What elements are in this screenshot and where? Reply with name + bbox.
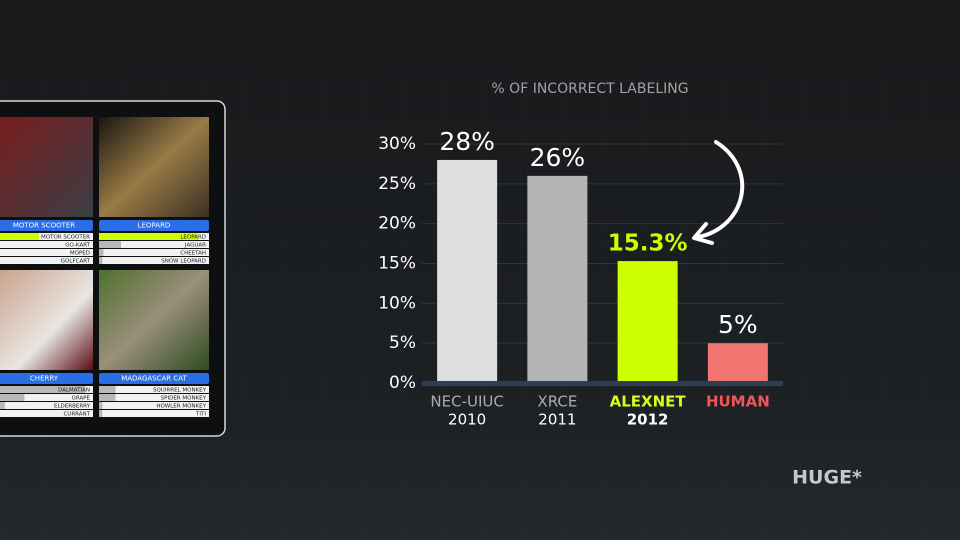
guess-bg bbox=[99, 410, 209, 417]
guess-score bbox=[99, 233, 198, 240]
y-tick-label: 30% bbox=[378, 134, 416, 154]
guess-name: MOTOR SCOOTER bbox=[41, 234, 90, 240]
guess-bg bbox=[0, 394, 93, 401]
x-tick-label: NEC-UIUC bbox=[430, 393, 503, 411]
guess-name: MOPED bbox=[70, 250, 90, 256]
x-tick-label: HUMAN bbox=[706, 393, 770, 411]
guess-score bbox=[0, 394, 25, 401]
guess-name: GOLFCART bbox=[61, 258, 91, 264]
guess-bg bbox=[99, 386, 209, 393]
guess-bg bbox=[99, 394, 209, 401]
guess-score bbox=[99, 249, 104, 256]
y-tick-label: 20% bbox=[378, 214, 416, 234]
bar bbox=[617, 261, 678, 383]
guess-score bbox=[99, 257, 103, 264]
tiles: MOTOR SCOOTER MOTOR SCOOTER GO-KART MOPED GO… bbox=[0, 117, 209, 417]
guess-score bbox=[0, 402, 5, 409]
value-label: 15.3% bbox=[608, 231, 688, 257]
guess-name: CURRANT bbox=[63, 411, 90, 417]
guess-name: JAGUAR bbox=[184, 242, 206, 248]
guess-score bbox=[99, 394, 116, 401]
value-label: 5% bbox=[718, 310, 758, 339]
tile-label-bg bbox=[99, 373, 209, 384]
guess-bg bbox=[0, 257, 93, 264]
guess-score bbox=[99, 386, 116, 393]
guess-name: HOWLER MONKEY bbox=[156, 403, 206, 409]
guess-name: SPIDER MONKEY bbox=[161, 395, 207, 401]
guess-bg bbox=[99, 402, 209, 409]
tile-label: LEOPARD bbox=[138, 222, 171, 230]
guess-score bbox=[99, 241, 121, 248]
arrow bbox=[696, 140, 745, 239]
bar bbox=[707, 343, 768, 383]
x-axis bbox=[422, 381, 783, 386]
value-label: 28% bbox=[439, 127, 495, 156]
guess-bg bbox=[0, 233, 93, 240]
guess-bg bbox=[99, 257, 209, 264]
guess-bg bbox=[99, 249, 209, 256]
guess-name: CHEETAH bbox=[180, 250, 206, 256]
guess-name: ELDERBERRY bbox=[54, 403, 91, 409]
guess-bg bbox=[0, 241, 93, 248]
tile-image bbox=[99, 270, 209, 370]
bar bbox=[437, 159, 498, 383]
tile-image bbox=[0, 270, 93, 370]
guess-score bbox=[0, 233, 40, 240]
y-tick-label: 10% bbox=[378, 293, 416, 313]
bar bbox=[527, 175, 588, 383]
y-tick-label: 15% bbox=[378, 254, 416, 274]
guess-name: SNOW LEOPARD bbox=[161, 258, 206, 264]
y-tick-label: 0% bbox=[389, 373, 416, 393]
guess-name: LEOPARD bbox=[180, 234, 206, 240]
tile-label: MADAGASCAR CAT bbox=[121, 375, 187, 383]
value-label: 26% bbox=[530, 143, 586, 172]
guess-bg bbox=[99, 241, 209, 248]
guess-score bbox=[0, 386, 86, 393]
guess-name: DALMATIAN bbox=[58, 387, 90, 393]
tile-label: CHERRY bbox=[30, 375, 59, 383]
x-tick-year: 2012 bbox=[627, 411, 669, 429]
guess-name: GRAPE bbox=[72, 395, 91, 401]
guess-bg bbox=[0, 410, 93, 417]
guess-score bbox=[99, 410, 103, 417]
x-tick-label: XRCE bbox=[537, 393, 577, 411]
guess-name: TITI bbox=[195, 411, 206, 417]
y-tick-label: 25% bbox=[378, 174, 416, 194]
x-tick-year: 2011 bbox=[538, 411, 576, 429]
guess-name: GO-KART bbox=[65, 242, 90, 248]
tile-label-bg bbox=[99, 220, 209, 231]
guess-score bbox=[99, 402, 103, 409]
logo: HUGE* bbox=[792, 467, 862, 489]
tile-image bbox=[0, 117, 93, 217]
guess-name: SQUIRREL MONKEY bbox=[153, 387, 207, 393]
x-tick-label: ALEXNET bbox=[610, 393, 687, 411]
chart-title: % OF INCORRECT LABELING bbox=[491, 81, 688, 97]
arrow-head bbox=[692, 222, 714, 245]
tile-label-bg bbox=[0, 373, 93, 384]
tile-label: MOTOR SCOOTER bbox=[13, 222, 75, 230]
guess-bg bbox=[0, 249, 93, 256]
y-tick-label: 5% bbox=[389, 333, 416, 353]
x-tick-year: 2010 bbox=[448, 411, 486, 429]
tile-image bbox=[99, 117, 209, 217]
guess-bg bbox=[0, 402, 93, 409]
tile-label-bg bbox=[0, 220, 93, 231]
